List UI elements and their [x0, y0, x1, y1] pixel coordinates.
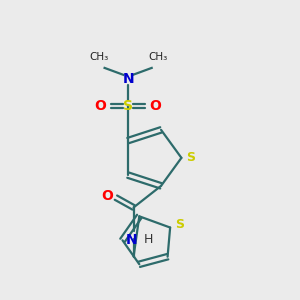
Text: CH₃: CH₃	[89, 52, 108, 62]
Text: O: O	[101, 189, 113, 203]
Text: S: S	[123, 99, 133, 113]
Text: N: N	[126, 233, 137, 247]
Text: O: O	[95, 99, 106, 113]
Text: N: N	[122, 72, 134, 86]
Text: S: S	[175, 218, 184, 231]
Text: S: S	[186, 152, 195, 164]
Text: O: O	[150, 99, 162, 113]
Text: CH₃: CH₃	[148, 52, 167, 62]
Text: H: H	[143, 233, 153, 246]
